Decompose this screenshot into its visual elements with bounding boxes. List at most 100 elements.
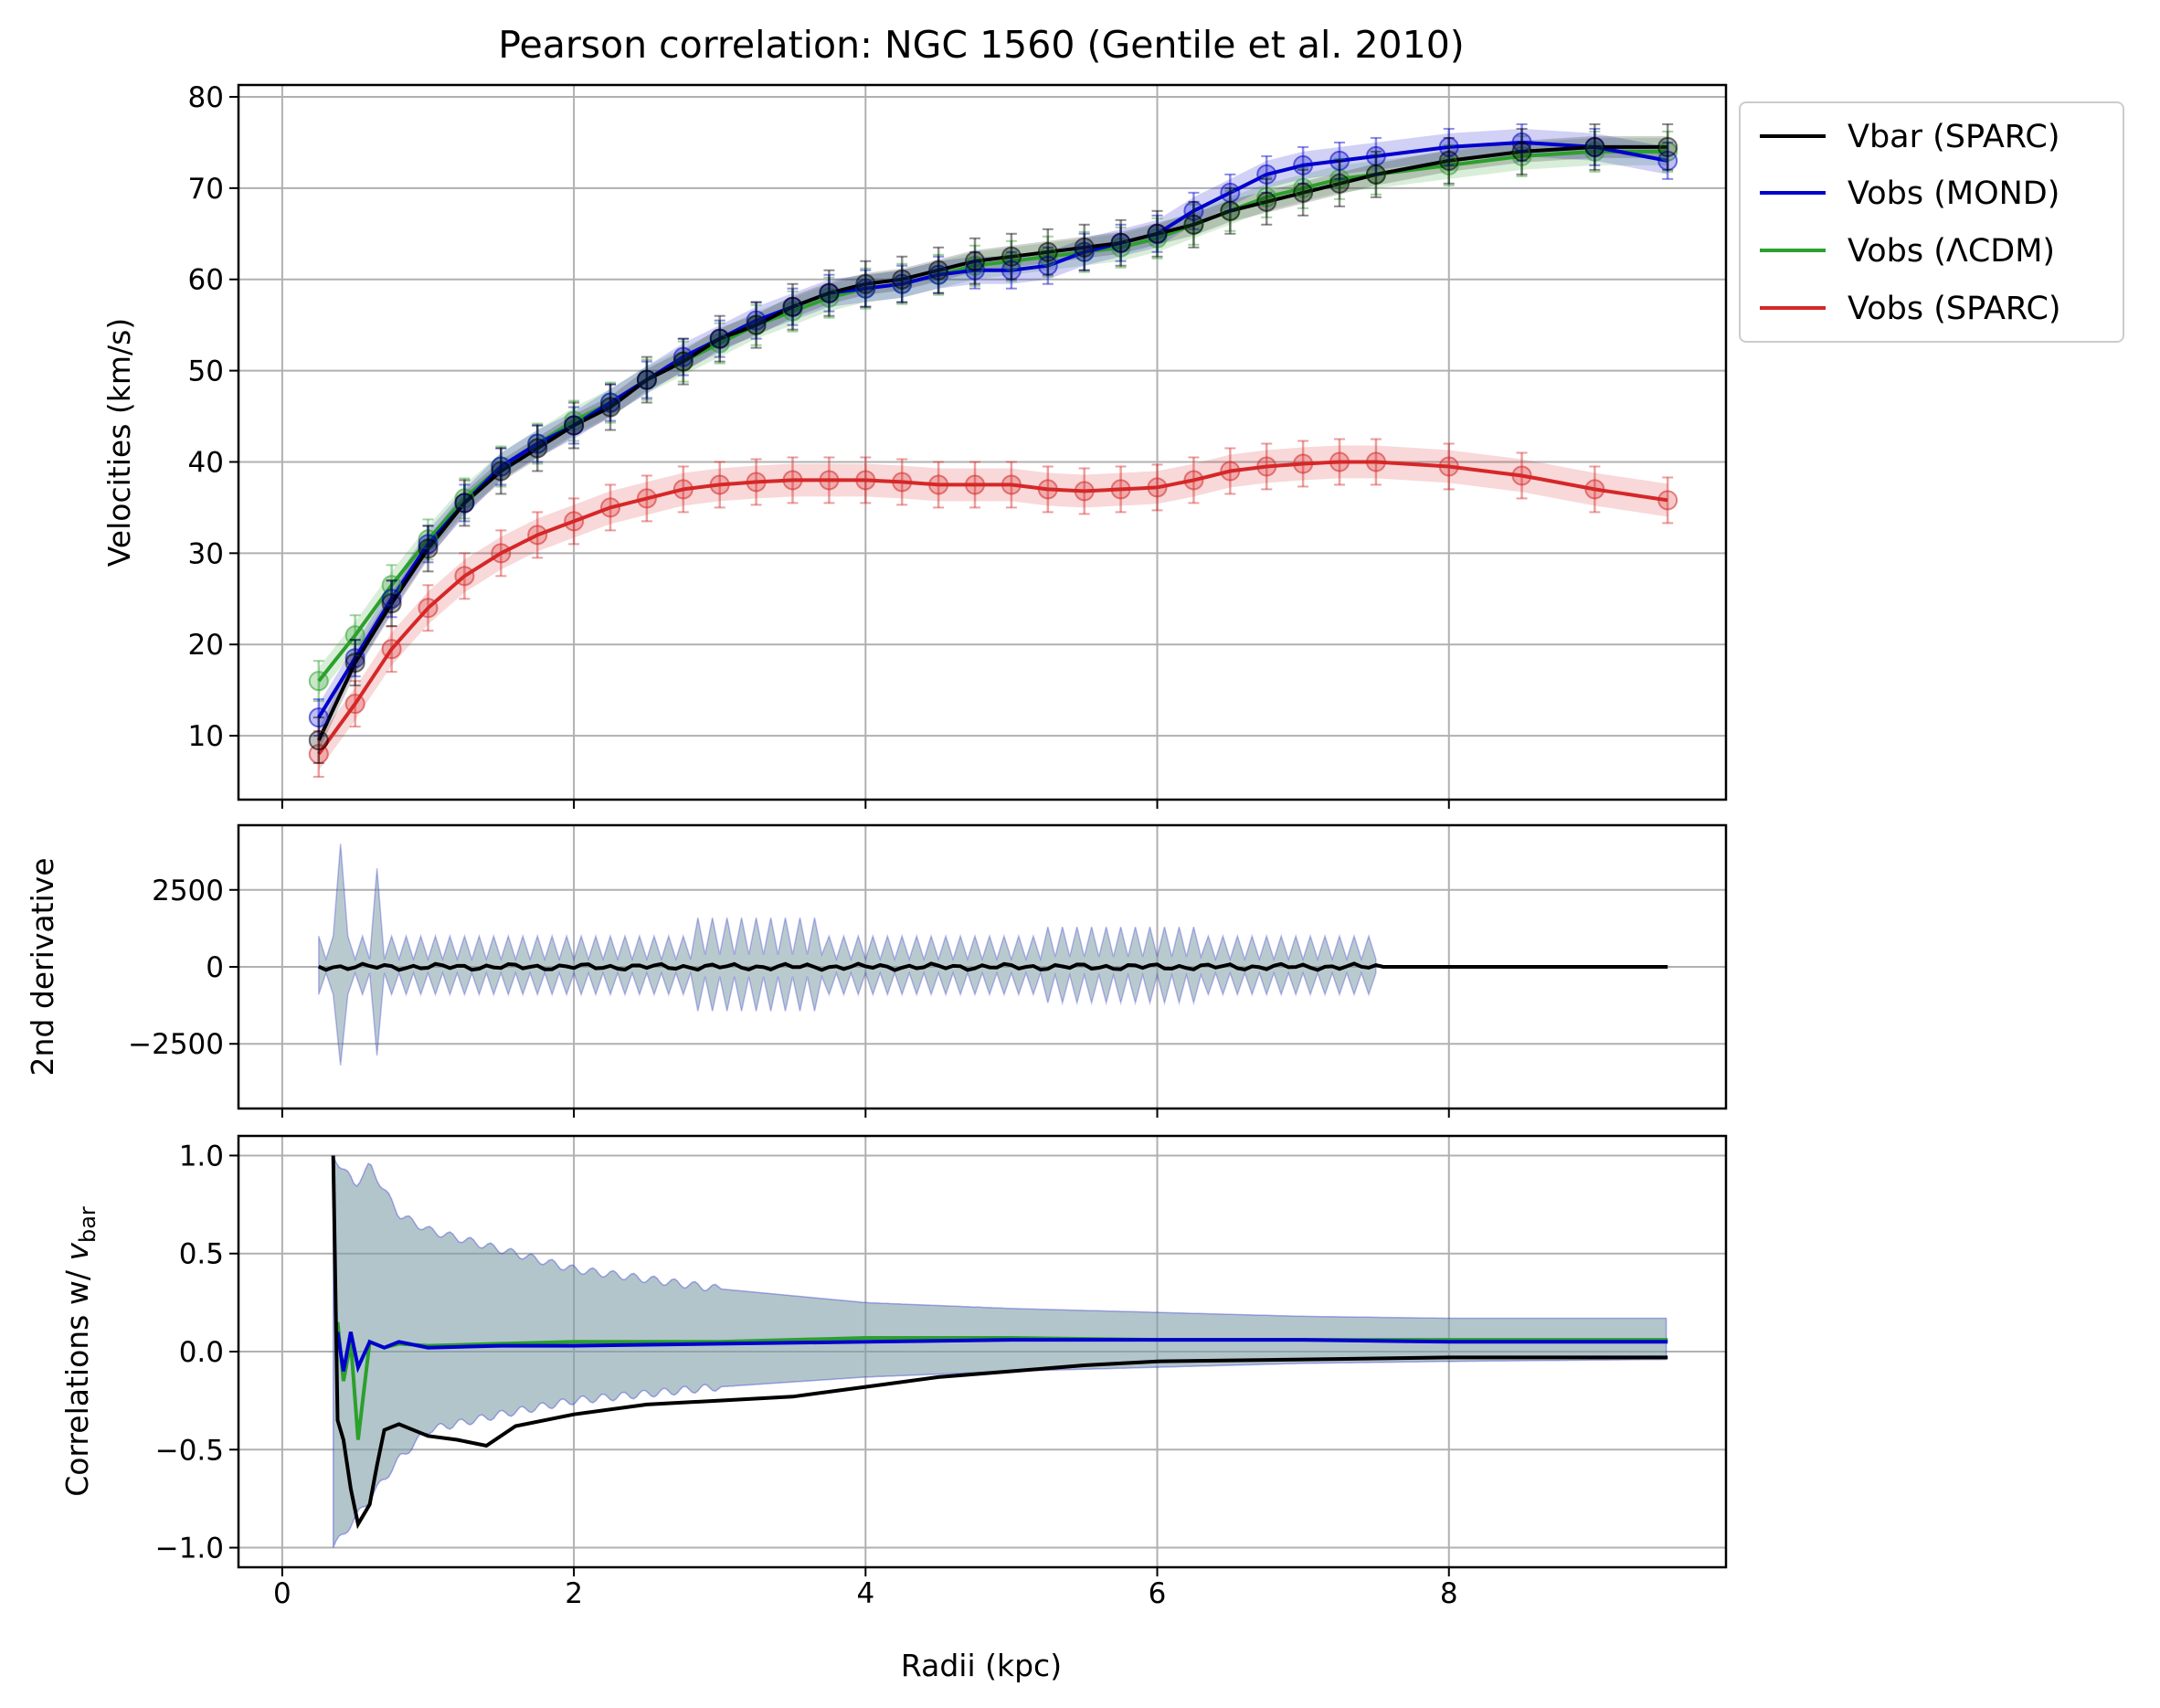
velocity-tick-labels: 10 20 30 40 50 60 70 80 — [188, 81, 1450, 809]
legend-label-lcdm: Vobs (ΛCDM) — [1848, 233, 2055, 270]
x-tick-label: 0 — [273, 1577, 291, 1610]
point-mond — [381, 589, 402, 610]
point-vbar — [454, 493, 475, 514]
point-sparc — [527, 525, 548, 546]
point-lcdm — [1584, 141, 1605, 162]
point-sparc — [1074, 481, 1095, 502]
point-sparc — [600, 497, 620, 518]
point-vbar — [1329, 173, 1350, 194]
point-vbar — [965, 250, 986, 271]
x-tick-label: 6 — [1149, 1577, 1167, 1610]
correlation-y-label-subscript: bar — [75, 1206, 101, 1243]
point-vbar — [855, 273, 876, 294]
point-lcdm — [1147, 228, 1168, 249]
point-sparc — [746, 472, 767, 493]
point-vbar — [1074, 237, 1095, 258]
band-lcdm — [318, 137, 1668, 695]
correlation-y-label-symbol: v — [59, 1243, 95, 1261]
y-tick-label: 1.0 — [179, 1140, 224, 1172]
point-mond — [1256, 164, 1277, 185]
y-tick-label: −0.5 — [155, 1434, 224, 1467]
point-sparc — [1147, 477, 1168, 498]
derivative-series-lines — [317, 961, 1668, 972]
point-vbar — [527, 438, 548, 459]
line-vobs-sparc — [317, 460, 1668, 756]
point-vbar — [636, 369, 657, 390]
velocity-data-points — [308, 122, 1678, 779]
chart-title: Pearson correlation: NGC 1560 (Gentile e… — [498, 23, 1465, 67]
point-vbar — [1001, 246, 1022, 267]
point-vbar — [1183, 214, 1204, 235]
line-derivative-vbar — [317, 961, 1668, 972]
point-sparc — [855, 470, 876, 491]
x-axis-tick-labels: 0 2 4 6 8 — [273, 1577, 1458, 1610]
y-tick-label: 50 — [188, 355, 224, 388]
point-vbar — [564, 415, 585, 436]
point-mond — [344, 648, 365, 669]
point-mond — [527, 433, 548, 454]
point-mond — [1293, 154, 1314, 175]
point-vbar — [672, 351, 694, 372]
point-vbar — [491, 461, 512, 482]
point-mond — [892, 273, 913, 294]
velocity-axes-frame — [237, 83, 1728, 801]
point-sparc — [928, 474, 949, 495]
point-sparc — [381, 639, 402, 660]
point-sparc — [1110, 479, 1131, 500]
y-tick-label: 10 — [188, 720, 224, 753]
point-sparc — [1037, 479, 1058, 500]
x-tick-label: 2 — [565, 1577, 583, 1610]
point-vbar — [344, 652, 365, 674]
point-vbar — [819, 282, 840, 303]
point-lcdm — [1110, 237, 1131, 258]
correlation-series-lines — [331, 1155, 1668, 1530]
point-vbar — [600, 397, 620, 418]
point-mond — [308, 707, 329, 728]
point-sparc — [1329, 451, 1350, 472]
point-mond — [491, 456, 512, 477]
point-mond — [855, 278, 876, 299]
point-mond — [928, 264, 949, 285]
y-tick-label: 30 — [188, 537, 224, 570]
correlation-error-band — [332, 1155, 1668, 1548]
point-mond — [1183, 200, 1204, 221]
point-vbar — [1256, 191, 1277, 212]
point-mond — [418, 534, 439, 555]
point-vbar — [1293, 182, 1314, 203]
point-sparc — [1511, 465, 1532, 486]
point-lcdm — [344, 625, 365, 646]
point-lcdm — [1256, 186, 1277, 207]
point-sparc — [672, 479, 694, 500]
point-sparc — [564, 511, 585, 532]
point-sparc — [1183, 470, 1204, 491]
velocity-y-axis-label: Velocities (km/s) — [101, 318, 137, 567]
point-lcdm — [965, 255, 986, 276]
point-vbar — [746, 314, 767, 335]
point-vbar — [1657, 136, 1678, 157]
point-sparc — [892, 472, 913, 493]
point-vbar — [782, 296, 803, 317]
point-sparc — [636, 488, 657, 509]
point-sparc — [1220, 461, 1241, 482]
correlation-y-axis-label: Correlations w/ vbar — [59, 1206, 101, 1497]
correlation-y-label-text: Correlations w/ — [59, 1261, 95, 1497]
legend-label-vbar: Vbar (SPARC) — [1848, 119, 2059, 155]
correlation-line-vbar — [331, 1155, 1668, 1530]
legend-label-mond: Vobs (MOND) — [1848, 175, 2059, 212]
point-mond — [1037, 255, 1058, 276]
point-vbar — [1584, 136, 1605, 157]
y-tick-label: 60 — [188, 264, 224, 297]
y-tick-label: −1.0 — [155, 1533, 224, 1565]
legend: Vbar (SPARC) Vobs (MOND) Vobs (ΛCDM) Vob… — [1739, 101, 2124, 343]
point-mond — [600, 392, 620, 413]
x-tick-label: 4 — [856, 1577, 874, 1610]
velocity-error-bands — [318, 128, 1668, 770]
point-sparc — [1293, 453, 1314, 474]
point-sparc — [1001, 474, 1022, 495]
y-tick-label: 80 — [188, 81, 224, 114]
velocity-gridlines — [238, 85, 1726, 800]
point-vbar — [928, 260, 949, 281]
point-sparc — [454, 566, 475, 587]
point-lcdm — [782, 301, 803, 322]
